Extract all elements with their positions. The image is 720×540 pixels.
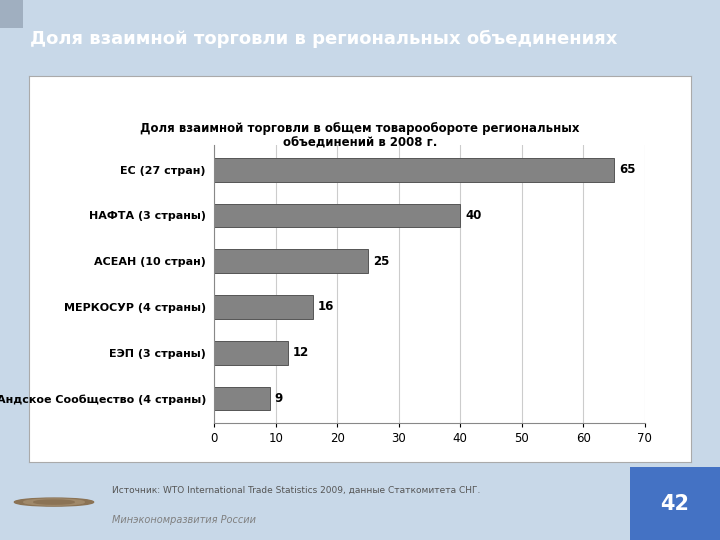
Text: 42: 42 (660, 494, 690, 514)
Bar (215, 158, 614, 181)
Circle shape (34, 500, 74, 504)
Text: Доля взаимной торговли в общем товарообороте региональных
объединений в 2008 г.: Доля взаимной торговли в общем товарообо… (140, 122, 580, 150)
Bar (215, 204, 460, 227)
Text: 12: 12 (293, 346, 310, 359)
Bar (215, 341, 288, 364)
Bar (630, 467, 720, 540)
Bar (0, 0, 23, 28)
Text: 9: 9 (274, 392, 283, 405)
Bar (215, 249, 368, 273)
Text: Доля взаимной торговли в региональных объединениях: Доля взаимной торговли в региональных об… (30, 30, 618, 48)
Circle shape (24, 499, 84, 505)
Circle shape (14, 498, 94, 506)
Text: 16: 16 (318, 300, 334, 314)
Bar (215, 387, 269, 410)
Text: 40: 40 (465, 209, 482, 222)
Text: 65: 65 (619, 163, 636, 176)
Text: 25: 25 (373, 255, 390, 268)
Bar (215, 295, 312, 319)
Text: Источник: WTO International Trade Statistics 2009, данные Статкомитета СНГ.: Источник: WTO International Trade Statis… (112, 486, 480, 495)
Text: Минэкономразвития России: Минэкономразвития России (112, 515, 256, 524)
